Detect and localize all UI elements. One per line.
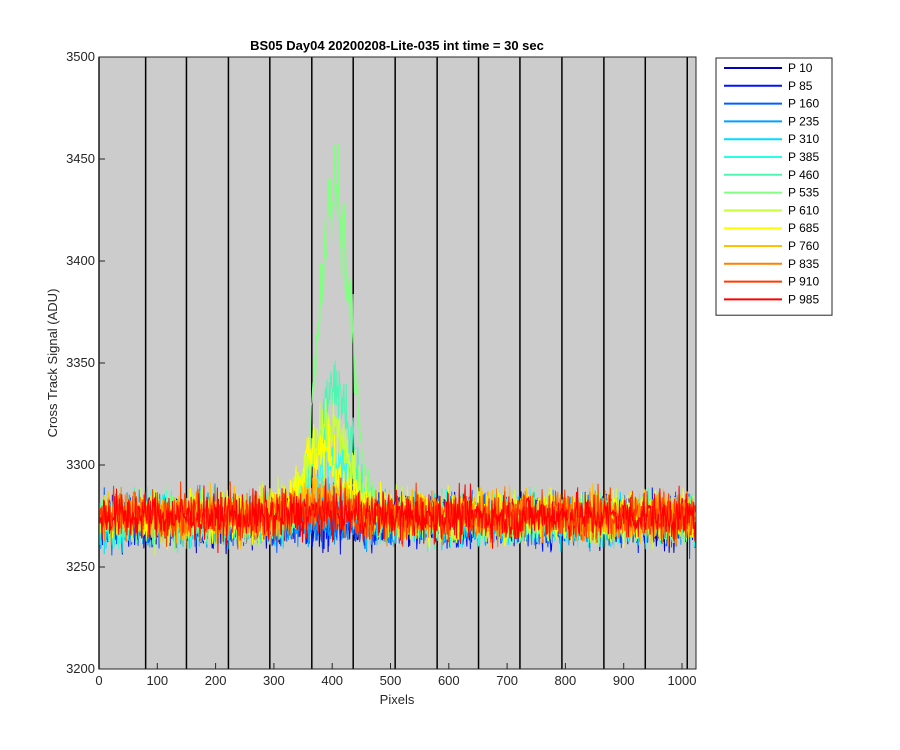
legend-label-1: P 85 bbox=[788, 79, 813, 93]
vertical-lines bbox=[98, 57, 689, 669]
y-tick-label-2: 3300 bbox=[66, 457, 95, 472]
x-tick-label-4: 400 bbox=[321, 673, 343, 688]
x-tick-label-0: 0 bbox=[95, 673, 102, 688]
x-tick-label-1: 100 bbox=[146, 673, 168, 688]
legend-label-6: P 460 bbox=[788, 168, 819, 182]
y-axis-ticks: 3200 3250 3300 3350 3400 3450 3500 bbox=[66, 49, 105, 676]
y-tick-label-6: 3500 bbox=[66, 49, 95, 64]
legend-label-2: P 160 bbox=[788, 97, 819, 111]
legend: P 10 P 85 P 160 P 235 P 310 P 385 P 460 P 535 P … bbox=[715, 57, 833, 316]
series-lines bbox=[98, 142, 697, 560]
x-tick-label-5: 500 bbox=[380, 673, 402, 688]
x-tick-label-7: 700 bbox=[496, 673, 518, 688]
x-axis-label: Pixels bbox=[380, 692, 415, 707]
x-tick-label-9: 900 bbox=[613, 673, 635, 688]
y-tick-label-1: 3250 bbox=[66, 559, 95, 574]
legend-label-9: P 685 bbox=[788, 221, 819, 235]
series-line-13 bbox=[98, 477, 697, 553]
legend-label-12: P 910 bbox=[788, 275, 819, 289]
x-tick-label-8: 800 bbox=[555, 673, 577, 688]
y-tick-label-4: 3400 bbox=[66, 253, 95, 268]
legend-label-8: P 610 bbox=[788, 203, 819, 217]
legend-box bbox=[715, 57, 833, 316]
x-tick-label-6: 600 bbox=[438, 673, 460, 688]
x-tick-label-10: 1000 bbox=[668, 673, 697, 688]
legend-label-3: P 235 bbox=[788, 114, 819, 128]
chart-title: BS05 Day04 20200208-Lite-035 int time = … bbox=[250, 38, 544, 53]
plot-background bbox=[99, 57, 696, 669]
y-tick-label-0: 3200 bbox=[66, 661, 95, 676]
legend-label-0: P 10 bbox=[788, 61, 813, 75]
legend-label-13: P 985 bbox=[788, 292, 819, 306]
y-tick-label-5: 3450 bbox=[66, 151, 95, 166]
x-tick-label-3: 300 bbox=[263, 673, 285, 688]
legend-label-11: P 835 bbox=[788, 257, 819, 271]
y-tick-label-3: 3350 bbox=[66, 355, 95, 370]
legend-label-7: P 535 bbox=[788, 186, 819, 200]
x-tick-label-2: 200 bbox=[205, 673, 227, 688]
x-axis-ticks: 0 100 200 300 400 500 600 700 800 900 1000 bbox=[95, 663, 696, 688]
legend-label-4: P 310 bbox=[788, 132, 819, 146]
y-axis-label: Cross Track Signal (ADU) bbox=[45, 289, 60, 438]
legend-label-5: P 385 bbox=[788, 150, 819, 164]
legend-label-10: P 760 bbox=[788, 239, 819, 253]
